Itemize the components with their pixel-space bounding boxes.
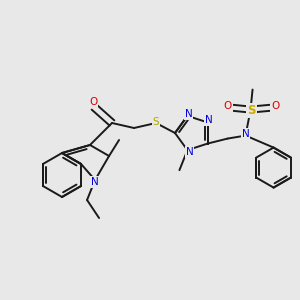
Text: N: N	[242, 129, 249, 139]
Text: O: O	[89, 97, 97, 107]
Text: S: S	[247, 104, 256, 117]
Text: N: N	[205, 116, 212, 125]
Text: O: O	[272, 100, 280, 111]
Text: N: N	[184, 109, 192, 119]
Text: O: O	[224, 100, 232, 111]
Text: S: S	[153, 117, 159, 127]
Text: N: N	[91, 177, 99, 187]
Text: N: N	[186, 147, 193, 157]
